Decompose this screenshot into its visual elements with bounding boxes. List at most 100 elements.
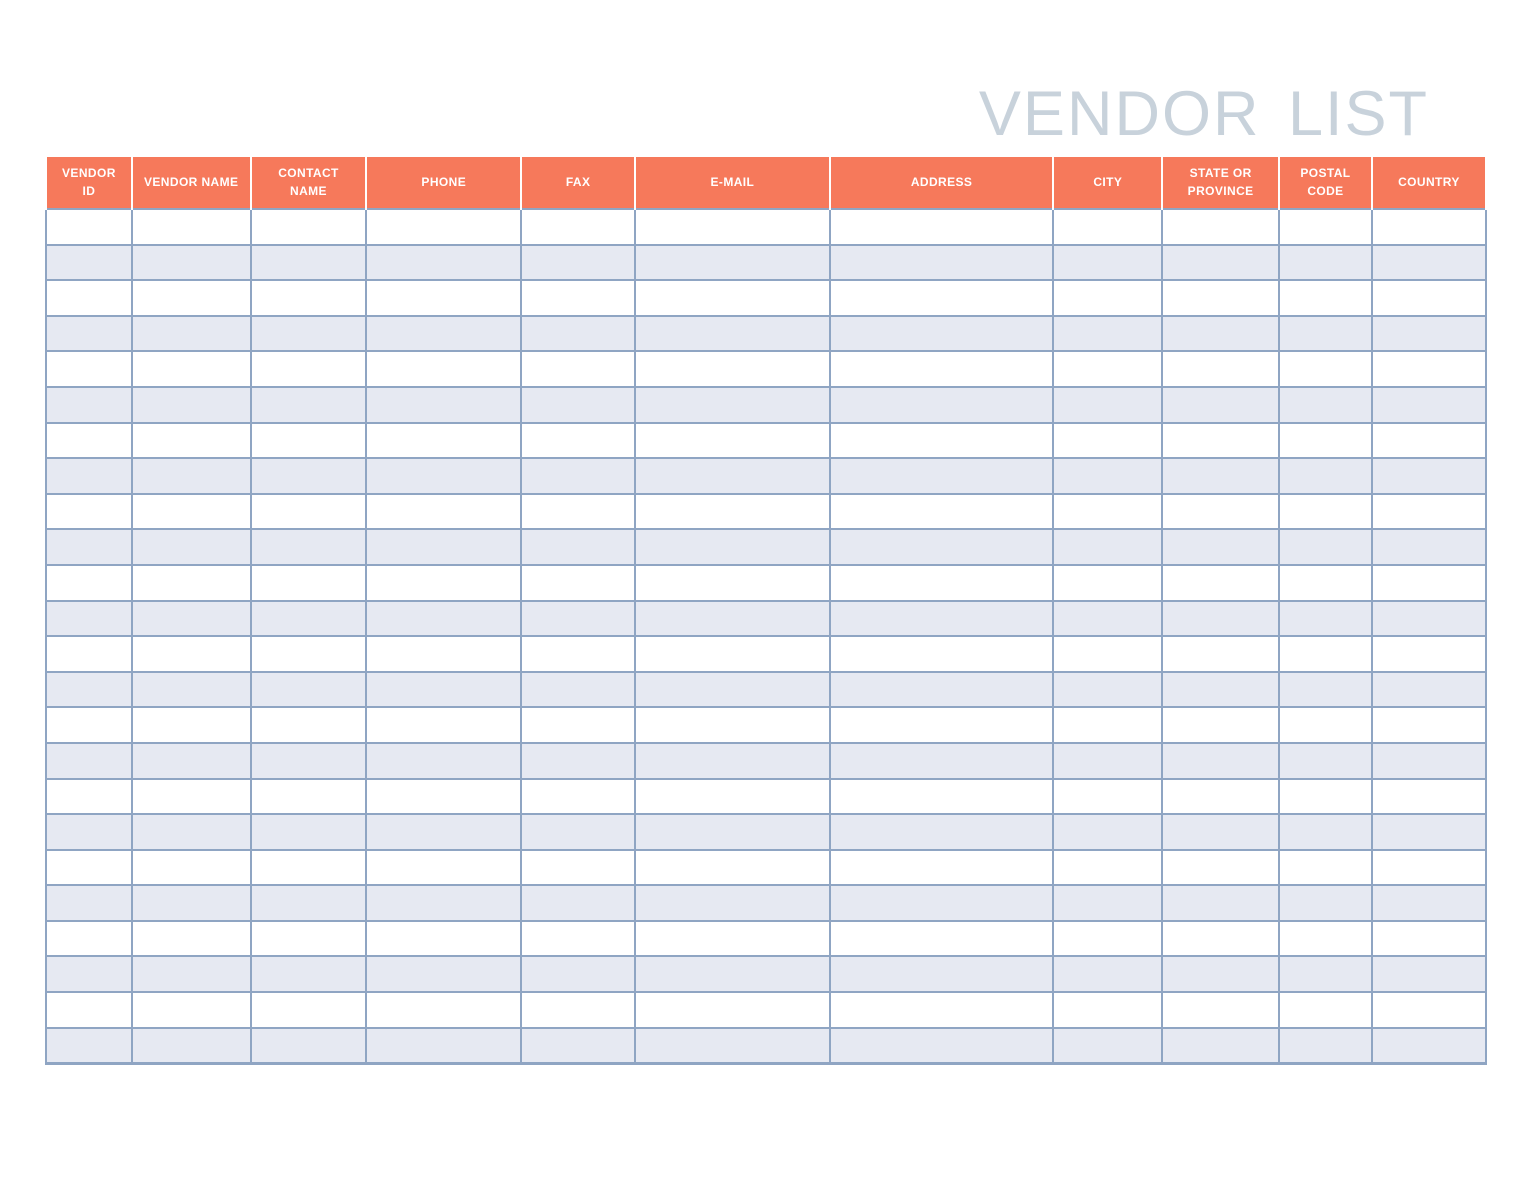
table-cell[interactable]: [828, 208, 1055, 246]
table-cell[interactable]: [365, 599, 523, 638]
table-cell[interactable]: [520, 991, 637, 1029]
table-cell[interactable]: [130, 492, 252, 531]
table-cell[interactable]: [634, 421, 831, 460]
table-cell[interactable]: [365, 848, 523, 887]
table-cell[interactable]: [828, 991, 1055, 1029]
table-cell[interactable]: [1278, 991, 1373, 1029]
table-cell[interactable]: [45, 385, 133, 424]
table-cell[interactable]: [365, 457, 523, 495]
table-cell[interactable]: [45, 208, 133, 246]
table-cell[interactable]: [130, 279, 252, 317]
table-cell[interactable]: [1161, 955, 1281, 994]
table-cell[interactable]: [1052, 635, 1164, 673]
table-cell[interactable]: [365, 955, 523, 994]
table-cell[interactable]: [634, 991, 831, 1029]
table-cell[interactable]: [1052, 919, 1164, 958]
table-cell[interactable]: [130, 314, 252, 353]
table-cell[interactable]: [249, 350, 368, 388]
table-cell[interactable]: [365, 635, 523, 673]
table-cell[interactable]: [634, 492, 831, 531]
table-cell[interactable]: [634, 314, 831, 353]
table-cell[interactable]: [828, 563, 1055, 602]
table-cell[interactable]: [45, 777, 133, 816]
table-cell[interactable]: [1278, 919, 1373, 958]
table-cell[interactable]: [634, 528, 831, 566]
table-cell[interactable]: [130, 1026, 252, 1065]
table-cell[interactable]: [1278, 884, 1373, 922]
table-cell[interactable]: [828, 741, 1055, 780]
table-cell[interactable]: [1278, 208, 1373, 246]
table-cell[interactable]: [130, 243, 252, 282]
table-cell[interactable]: [1052, 421, 1164, 460]
table-cell[interactable]: [249, 777, 368, 816]
table-cell[interactable]: [45, 350, 133, 388]
table-cell[interactable]: [1278, 706, 1373, 744]
table-cell[interactable]: [634, 670, 831, 709]
table-cell[interactable]: [1161, 741, 1281, 780]
table-cell[interactable]: [249, 706, 368, 744]
table-cell[interactable]: [1052, 706, 1164, 744]
table-cell[interactable]: [828, 599, 1055, 638]
table-cell[interactable]: [249, 991, 368, 1029]
table-cell[interactable]: [634, 955, 831, 994]
table-cell[interactable]: [130, 884, 252, 922]
table-cell[interactable]: [828, 243, 1055, 282]
table-cell[interactable]: [365, 279, 523, 317]
table-cell[interactable]: [1370, 813, 1488, 851]
table-cell[interactable]: [520, 777, 637, 816]
table-cell[interactable]: [249, 1026, 368, 1065]
table-cell[interactable]: [1161, 813, 1281, 851]
table-cell[interactable]: [1370, 706, 1488, 744]
table-cell[interactable]: [249, 421, 368, 460]
table-cell[interactable]: [130, 528, 252, 566]
table-cell[interactable]: [520, 385, 637, 424]
table-cell[interactable]: [1278, 421, 1373, 460]
table-cell[interactable]: [520, 279, 637, 317]
table-cell[interactable]: [130, 991, 252, 1029]
table-cell[interactable]: [1052, 777, 1164, 816]
table-cell[interactable]: [365, 208, 523, 246]
table-cell[interactable]: [1370, 279, 1488, 317]
table-cell[interactable]: [1370, 955, 1488, 994]
table-cell[interactable]: [249, 635, 368, 673]
table-cell[interactable]: [520, 706, 637, 744]
table-cell[interactable]: [1161, 279, 1281, 317]
table-cell[interactable]: [1278, 670, 1373, 709]
table-cell[interactable]: [1370, 848, 1488, 887]
table-cell[interactable]: [45, 670, 133, 709]
table-cell[interactable]: [1161, 670, 1281, 709]
table-cell[interactable]: [1052, 243, 1164, 282]
table-cell[interactable]: [1370, 350, 1488, 388]
table-cell[interactable]: [1052, 350, 1164, 388]
table-cell[interactable]: [1370, 457, 1488, 495]
table-cell[interactable]: [828, 492, 1055, 531]
table-cell[interactable]: [249, 457, 368, 495]
table-cell[interactable]: [1161, 457, 1281, 495]
table-cell[interactable]: [365, 350, 523, 388]
table-cell[interactable]: [1161, 350, 1281, 388]
table-cell[interactable]: [634, 777, 831, 816]
table-cell[interactable]: [130, 813, 252, 851]
table-cell[interactable]: [45, 991, 133, 1029]
table-cell[interactable]: [1052, 741, 1164, 780]
table-cell[interactable]: [1278, 457, 1373, 495]
table-cell[interactable]: [130, 955, 252, 994]
table-cell[interactable]: [1278, 243, 1373, 282]
table-cell[interactable]: [1052, 279, 1164, 317]
table-cell[interactable]: [634, 385, 831, 424]
table-cell[interactable]: [249, 279, 368, 317]
table-cell[interactable]: [1052, 457, 1164, 495]
table-cell[interactable]: [249, 599, 368, 638]
table-cell[interactable]: [1161, 421, 1281, 460]
table-cell[interactable]: [1052, 599, 1164, 638]
table-cell[interactable]: [634, 1026, 831, 1065]
table-cell[interactable]: [1278, 314, 1373, 353]
table-cell[interactable]: [45, 706, 133, 744]
table-cell[interactable]: [130, 599, 252, 638]
table-cell[interactable]: [828, 314, 1055, 353]
table-cell[interactable]: [1278, 279, 1373, 317]
table-cell[interactable]: [1370, 421, 1488, 460]
table-cell[interactable]: [1370, 385, 1488, 424]
table-cell[interactable]: [45, 599, 133, 638]
table-cell[interactable]: [249, 385, 368, 424]
